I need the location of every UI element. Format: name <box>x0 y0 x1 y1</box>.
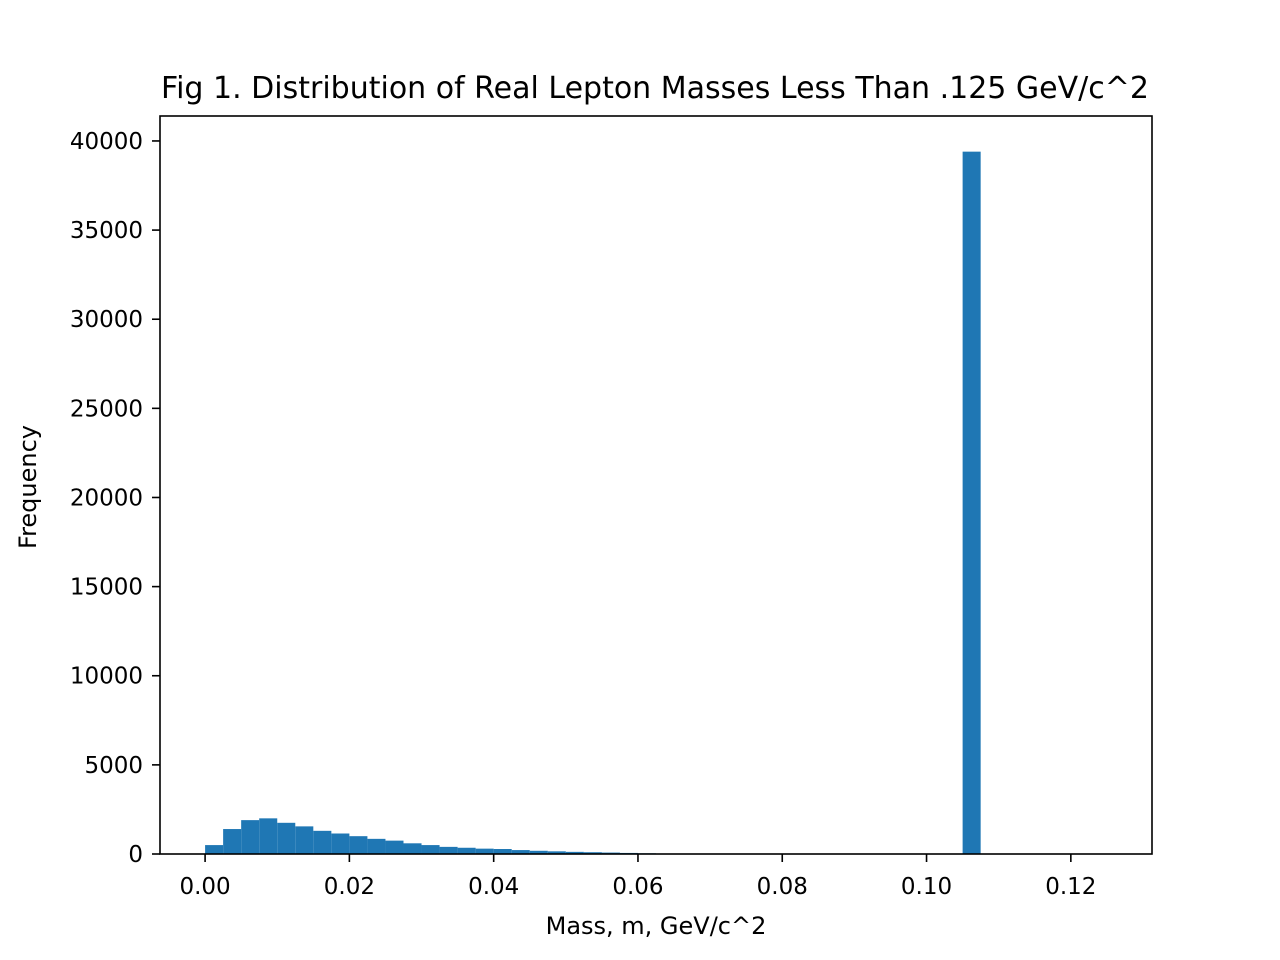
x-tick-label: 0.06 <box>612 874 663 900</box>
histogram-bar <box>475 848 494 854</box>
histogram-bar <box>565 851 584 854</box>
x-tick-label: 0.02 <box>324 874 375 900</box>
chart-title: Fig 1. Distribution of Real Lepton Masse… <box>161 71 1149 106</box>
x-tick-label: 0.10 <box>901 874 952 900</box>
histogram-bar <box>457 847 476 854</box>
y-tick-label: 20000 <box>70 485 143 511</box>
histogram-bar <box>223 829 242 854</box>
x-axis-label: Mass, m, GeV/c^2 <box>546 912 767 940</box>
y-tick-label: 35000 <box>70 218 143 244</box>
histogram-bar <box>583 852 602 854</box>
x-tick-label: 0.04 <box>468 874 519 900</box>
histogram-bar <box>421 845 440 854</box>
histogram-bar <box>241 820 260 854</box>
y-tick-label: 0 <box>128 842 143 868</box>
histogram-bar <box>493 849 512 854</box>
histogram-bar <box>259 818 278 854</box>
histogram-bar <box>331 833 350 854</box>
y-axis-label: Frequency <box>14 425 42 549</box>
y-tick-label: 40000 <box>70 129 143 155</box>
histogram-bar <box>547 851 566 854</box>
y-tick-label: 15000 <box>70 575 143 601</box>
histogram-bar <box>529 850 548 854</box>
y-tick-label: 10000 <box>70 664 143 690</box>
bars-group <box>205 151 981 855</box>
histogram-bar <box>439 846 458 854</box>
histogram-bar <box>511 850 530 854</box>
x-axis-ticks: 0.00 0.02 0.04 0.06 0.08 0.10 0.12 <box>179 854 1096 900</box>
histogram-bar <box>367 838 386 854</box>
histogram-bar <box>962 151 981 855</box>
y-tick-label: 5000 <box>84 753 143 779</box>
x-tick-label: 0.12 <box>1045 874 1096 900</box>
histogram-bar <box>349 836 368 854</box>
histogram-bar <box>385 840 404 854</box>
histogram-bar <box>313 830 332 854</box>
histogram-bar <box>277 822 296 854</box>
y-tick-label: 30000 <box>70 307 143 333</box>
plot-area-frame <box>159 115 1153 855</box>
x-tick-label: 0.08 <box>757 874 808 900</box>
histogram-bar <box>295 826 314 854</box>
histogram-bar <box>205 845 224 854</box>
histogram-bar <box>403 843 422 854</box>
x-tick-label: 0.00 <box>179 874 230 900</box>
y-axis-ticks: 0 5000 10000 15000 20000 25000 30000 35000 40000 <box>70 129 160 868</box>
y-tick-label: 25000 <box>70 396 143 422</box>
